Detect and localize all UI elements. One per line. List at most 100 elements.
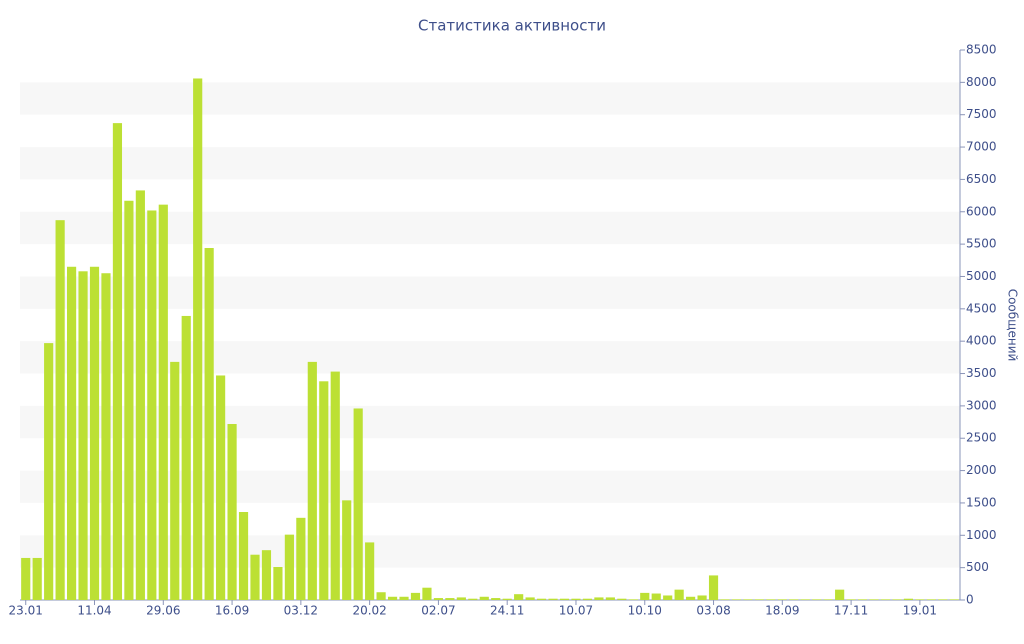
grid-band	[20, 211, 960, 245]
y-tick-label: 1000	[966, 528, 997, 542]
bar	[880, 599, 891, 600]
bar	[342, 500, 352, 600]
bar	[445, 598, 455, 600]
bar	[32, 557, 42, 600]
bar	[548, 598, 558, 600]
x-tick-label: 23.01	[9, 604, 43, 618]
x-tick-label: 10.10	[628, 604, 662, 618]
bar	[949, 599, 959, 600]
bar	[789, 599, 799, 600]
bar	[835, 589, 845, 600]
bar	[410, 592, 421, 600]
chart-title: Статистика активности	[418, 17, 606, 35]
x-tick-label: 10.07	[559, 604, 593, 618]
x-tick-label: 19.01	[903, 604, 937, 618]
bar	[365, 542, 375, 600]
bar	[571, 598, 581, 600]
x-tick-label: 24.11	[490, 604, 524, 618]
bar	[296, 517, 306, 600]
y-tick-label: 8000	[966, 75, 997, 89]
bar	[766, 599, 776, 600]
bar	[273, 567, 283, 600]
y-tick-label: 1500	[966, 495, 997, 509]
y-tick-label: 5500	[966, 237, 997, 251]
bar	[594, 597, 604, 600]
bar	[514, 594, 524, 600]
y-tick-label: 3000	[966, 398, 997, 412]
bar	[938, 599, 948, 600]
bar	[479, 596, 489, 600]
y-tick-label: 6500	[966, 172, 997, 186]
bar	[537, 598, 547, 600]
bar	[731, 599, 742, 600]
bar	[823, 599, 833, 600]
y-tick-label: 4000	[966, 334, 997, 348]
bar	[387, 596, 398, 600]
bar	[708, 575, 719, 600]
bar	[686, 596, 696, 600]
bar	[330, 371, 340, 600]
y-tick-label: 7000	[966, 140, 997, 154]
bar	[170, 361, 180, 600]
bar	[800, 599, 810, 600]
bar	[605, 597, 615, 600]
bar	[433, 598, 443, 600]
bar	[284, 534, 294, 600]
x-tick-label: 11.04	[77, 604, 111, 618]
x-tick-label: 03.08	[696, 604, 730, 618]
y-tick-label: 7500	[966, 107, 997, 121]
bar	[640, 592, 650, 600]
y-tick-label: 5000	[966, 269, 997, 283]
bar	[525, 597, 535, 600]
x-tick-label: 29.06	[146, 604, 180, 618]
bar	[857, 599, 868, 600]
bar	[663, 595, 673, 600]
y-tick-label: 0	[966, 593, 974, 607]
y-tick-label: 6000	[966, 204, 997, 218]
x-tick-label: 02.07	[421, 604, 455, 618]
bar	[238, 512, 249, 600]
bar	[44, 343, 54, 600]
bar	[812, 599, 822, 600]
bar	[227, 424, 237, 600]
bar	[55, 220, 65, 601]
y-tick-label: 8500	[966, 43, 997, 57]
bar	[78, 271, 88, 600]
bar	[754, 599, 764, 600]
bar	[376, 592, 386, 600]
x-tick-label: 20.02	[352, 604, 386, 618]
bar	[399, 596, 409, 600]
x-tick-label: 16.09	[215, 604, 249, 618]
y-axis-label: Сообщений	[1006, 289, 1020, 362]
bar	[697, 595, 707, 600]
bar	[502, 598, 512, 600]
bar	[468, 598, 478, 600]
bar	[67, 266, 77, 600]
bar	[147, 210, 157, 600]
bar	[491, 598, 501, 600]
bar	[846, 599, 856, 600]
bar	[112, 123, 123, 600]
bar	[193, 78, 203, 601]
bar	[158, 204, 168, 600]
bar	[628, 599, 638, 600]
bar	[617, 598, 627, 600]
bar	[135, 190, 145, 601]
x-tick-label: 18.09	[765, 604, 799, 618]
grid-band	[20, 276, 960, 309]
grid-band	[20, 82, 960, 115]
x-tick-label: 17.11	[834, 604, 868, 618]
bar	[261, 550, 272, 600]
y-tick-label: 2500	[966, 431, 997, 445]
bar	[743, 599, 753, 600]
bar	[926, 599, 936, 600]
bar	[869, 599, 879, 600]
bar	[559, 598, 570, 600]
bar	[353, 408, 363, 600]
x-tick-label: 03.12	[284, 604, 318, 618]
bar	[720, 599, 730, 600]
bar	[21, 557, 31, 600]
bar	[319, 381, 329, 600]
bar	[777, 599, 787, 600]
